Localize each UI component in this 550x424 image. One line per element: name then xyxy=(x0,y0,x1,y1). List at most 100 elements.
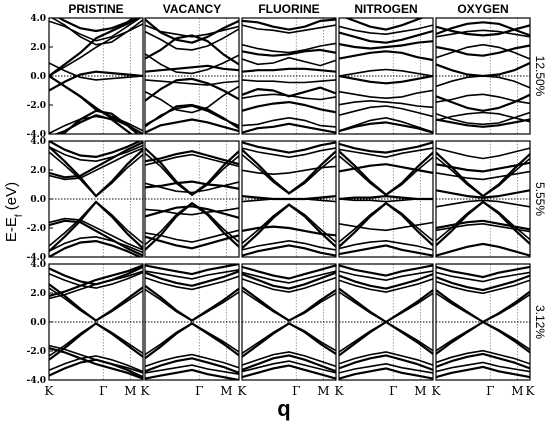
band-line xyxy=(339,239,433,251)
band-line xyxy=(145,77,239,102)
band-line xyxy=(436,44,530,57)
band-line xyxy=(339,121,433,134)
panel-frame xyxy=(435,263,531,381)
panel xyxy=(241,17,337,135)
panel xyxy=(144,140,240,258)
band-line xyxy=(49,219,143,257)
band-line xyxy=(49,264,143,297)
column-title: NITROGEN xyxy=(354,2,417,16)
band-line xyxy=(49,115,143,134)
band-line xyxy=(145,103,239,130)
y-axis-ticks: 4.02.00.0-2.0-4.04.02.00.0-2.0-4.04.02.0… xyxy=(27,14,53,386)
band-line xyxy=(242,286,336,322)
band-line xyxy=(242,351,336,368)
x-tick-label: Γ xyxy=(486,384,494,398)
band-line xyxy=(339,40,433,50)
band-line xyxy=(339,89,433,100)
band-line xyxy=(145,150,239,166)
band-group xyxy=(49,141,143,257)
band-line xyxy=(242,270,336,284)
band-line xyxy=(436,365,530,379)
band-line xyxy=(145,153,239,168)
band-line xyxy=(145,357,239,374)
band-line xyxy=(436,222,530,233)
band-line xyxy=(145,28,239,51)
row-label: 3.12% xyxy=(533,305,547,339)
band-line xyxy=(242,276,336,293)
y-tick-label: 2.0 xyxy=(30,166,46,176)
y-axis-label: E-Ef (eV) xyxy=(3,182,25,242)
panel xyxy=(48,17,144,135)
x-tick-label: K xyxy=(141,384,151,398)
panel xyxy=(241,263,337,381)
band-line xyxy=(436,242,530,257)
band-line xyxy=(49,23,143,77)
band-line xyxy=(242,225,336,237)
band-line xyxy=(339,29,433,44)
band-line xyxy=(339,116,433,133)
panel-frame xyxy=(144,140,240,258)
band-line xyxy=(242,67,336,73)
band-line xyxy=(339,221,433,232)
band-line xyxy=(53,114,134,134)
panel-frame xyxy=(338,140,434,258)
band-line xyxy=(145,284,239,322)
band-line xyxy=(436,219,530,231)
band-group xyxy=(436,147,530,257)
band-line xyxy=(145,180,239,190)
y-tick-label: -4.0 xyxy=(27,376,46,386)
band-line xyxy=(57,18,136,33)
band-line xyxy=(242,322,336,354)
band-line xyxy=(339,244,433,257)
band-line xyxy=(339,273,433,290)
band-line xyxy=(145,270,239,287)
band-line xyxy=(339,50,433,62)
panel xyxy=(48,263,144,381)
panel-frame xyxy=(241,263,337,381)
band-line xyxy=(49,147,143,181)
band-line xyxy=(339,198,433,203)
band-panels xyxy=(48,17,531,381)
band-line xyxy=(339,105,433,118)
band-line xyxy=(242,354,336,373)
band-line xyxy=(339,99,433,109)
panel xyxy=(144,17,240,135)
band-line xyxy=(145,64,239,73)
band-line xyxy=(49,145,143,198)
band-line xyxy=(339,68,433,77)
band-group xyxy=(242,264,336,380)
y-tick-label: 0.0 xyxy=(30,318,46,328)
band-line xyxy=(145,105,239,128)
band-line xyxy=(339,24,433,36)
band-line xyxy=(436,29,530,38)
band-line xyxy=(339,163,433,174)
band-line xyxy=(339,74,433,85)
panel-frame xyxy=(144,263,240,381)
x-tick-label: Γ xyxy=(292,384,300,398)
band-line xyxy=(436,111,530,126)
band-group xyxy=(145,18,239,134)
panel xyxy=(338,263,434,381)
row-label: 5.55% xyxy=(533,182,547,216)
band-line xyxy=(145,24,239,38)
band-group xyxy=(145,264,239,380)
x-tick-label: K xyxy=(238,384,248,398)
panel-background xyxy=(242,264,336,380)
band-line xyxy=(339,150,433,196)
band-line xyxy=(145,229,239,243)
band-line xyxy=(145,79,239,86)
band-line xyxy=(242,122,336,134)
band-line xyxy=(436,147,530,160)
band-line xyxy=(49,18,141,77)
band-group xyxy=(436,265,530,379)
band-line xyxy=(145,234,239,250)
panel xyxy=(338,140,434,258)
column-headers: PRISTINE VACANCY FLUORINE NITROGEN OXYGEN xyxy=(68,2,508,16)
band-line xyxy=(242,79,336,84)
panel-background xyxy=(242,18,336,134)
band-line xyxy=(339,362,433,374)
y-tick-label: 2.0 xyxy=(30,289,46,299)
panel xyxy=(48,140,144,258)
panel xyxy=(241,140,337,258)
